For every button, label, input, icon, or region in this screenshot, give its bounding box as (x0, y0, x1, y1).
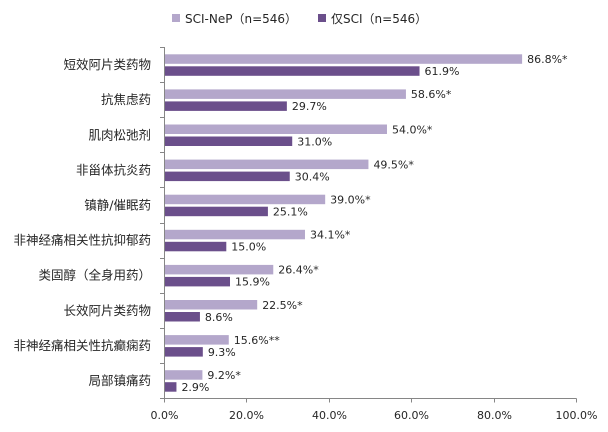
sci-only-data-label: 61.9% (425, 65, 460, 78)
sci-nep-bar (164, 124, 387, 134)
category-label: 长效阿片类药物 (63, 303, 151, 318)
sci-only-bar (164, 101, 287, 111)
category-label: 非甾体抗炎药 (76, 162, 151, 177)
x-tick-label: 60.0% (394, 409, 429, 422)
legend-label-sci-only: 仅SCI（n=546） (331, 11, 428, 26)
legend-label-sci-nep: SCI-NeP（n=546） (185, 11, 298, 26)
sci-nep-bar (164, 194, 326, 205)
sci-nep-data-label: 26.4%* (278, 264, 319, 277)
sci-nep-bar (164, 300, 258, 310)
category-label: 镇静/催眠药 (84, 197, 151, 212)
x-tick-label: 40.0% (312, 409, 347, 422)
sci-nep-data-label: 9.2%* (207, 369, 241, 382)
sci-only-bar (164, 347, 203, 357)
category-label: 短效阿片类药物 (63, 57, 151, 72)
sci-only-data-label: 15.0% (231, 241, 266, 254)
x-tick-label: 0.0% (151, 409, 179, 422)
sci-nep-bar (164, 54, 523, 64)
sci-nep-data-label: 86.8%* (527, 53, 568, 66)
sci-only-data-label: 30.4% (295, 170, 330, 183)
category-labels-group: 短效阿片类药物抗焦虑药肌肉松弛剂非甾体抗炎药镇静/催眠药非神经痛相关性抗抑郁药类… (13, 57, 151, 388)
sci-only-bar (164, 206, 268, 217)
data-labels-group: 86.8%* 61.9% 58.6%* 29.7% 54.0%* 31.0% 49.5%* 3… (181, 53, 568, 394)
sci-nep-data-label: 22.5%* (262, 299, 303, 312)
sci-nep-bar (164, 370, 203, 380)
category-label: 肌肉松弛剂 (88, 127, 151, 142)
sci-nep-data-label: 34.1%* (310, 229, 351, 242)
sci-only-bar (164, 66, 420, 76)
sci-nep-bar (164, 229, 305, 240)
sci-only-bar (164, 136, 293, 146)
x-tick-label: 80.0% (477, 409, 512, 422)
bars-group (164, 54, 523, 392)
sci-only-bar (164, 382, 177, 392)
sci-only-bar (164, 312, 200, 322)
y-axis-ticks-group (160, 47, 165, 399)
legend-swatch-sci-only (318, 14, 326, 22)
sci-only-data-label: 29.7% (292, 100, 327, 113)
sci-nep-data-label: 39.0%* (330, 193, 371, 206)
category-label: 抗焦虑药 (101, 92, 151, 107)
sci-nep-data-label: 54.0%* (392, 123, 433, 136)
sci-only-data-label: 15.9% (235, 276, 270, 289)
x-tick-label: 100.0% (556, 409, 598, 422)
sci-nep-bar (164, 264, 274, 275)
sci-nep-bar (164, 335, 229, 345)
sci-only-data-label: 8.6% (205, 311, 233, 324)
sci-only-data-label: 9.3% (208, 346, 236, 359)
legend-swatch-sci-nep (172, 14, 180, 22)
category-label: 类固醇（全身用药） (38, 268, 151, 283)
x-axis-ticks-group: 0.0% 20.0% 40.0% 60.0% 80.0% 100.0% (151, 398, 598, 422)
sci-only-data-label: 25.1% (273, 205, 308, 218)
sci-only-data-label: 31.0% (297, 135, 332, 148)
x-tick-label: 20.0% (229, 409, 264, 422)
category-label: 局部镇痛药 (88, 373, 151, 388)
legend-item-sci-nep: SCI-NeP（n=546） (172, 10, 297, 26)
legend-item-sci-only: 仅SCI（n=546） (318, 10, 427, 26)
sci-nep-data-label: 15.6%** (234, 334, 280, 347)
sci-only-bar (164, 241, 227, 252)
category-label: 非神经痛相关性抗癫痫药 (13, 338, 151, 353)
sci-only-bar (164, 276, 231, 287)
sci-nep-data-label: 58.6%* (411, 88, 452, 101)
sci-only-data-label: 2.9% (181, 381, 209, 394)
sci-nep-bar (164, 159, 369, 170)
sci-only-bar (164, 171, 290, 182)
sci-nep-bar (164, 89, 406, 99)
sci-nep-data-label: 49.5%* (373, 158, 414, 171)
category-label: 非神经痛相关性抗抑郁药 (13, 233, 151, 248)
